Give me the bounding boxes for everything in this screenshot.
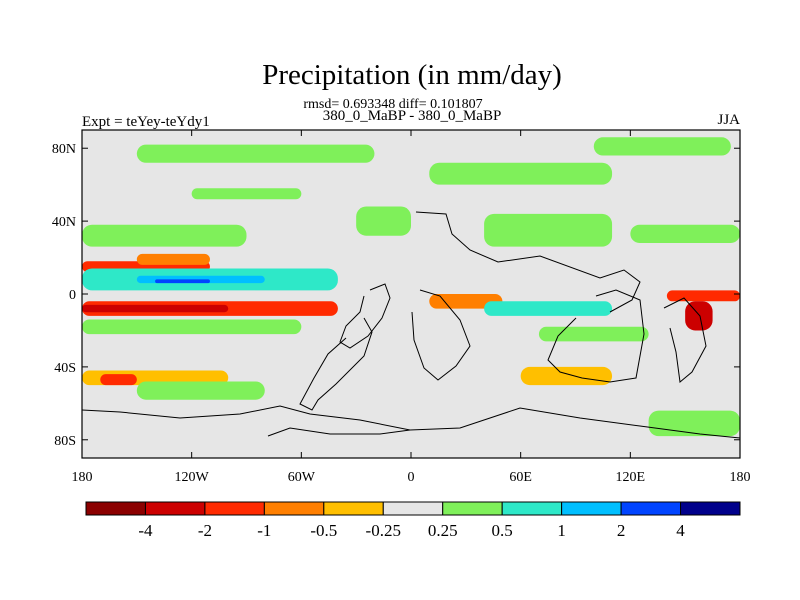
map-plot-area: 180 120W 60W 0 60E 120E 180 80N 40N 0 40S 80S — [52, 129, 751, 485]
region-green-north-band-4 — [191, 188, 302, 200]
region-green-west-pacific — [630, 224, 740, 243]
colorbar-swatch — [680, 501, 741, 516]
colorbar-label: 0.25 — [428, 521, 458, 540]
colorbar-label: -0.5 — [310, 521, 337, 540]
colorbar-label: -0.25 — [366, 521, 401, 540]
coastline-outline — [81, 211, 741, 439]
subtitle-center: 380_0_MaBP - 380_0_MaBP — [323, 108, 502, 124]
region-green-south-tropics — [82, 319, 302, 335]
colorbar-swatch — [382, 501, 444, 516]
y-tick-label: 80N — [52, 142, 76, 157]
colorbar-label: 2 — [617, 521, 626, 540]
colorbar-swatch — [144, 501, 206, 516]
region-green-southern-ocean — [136, 381, 265, 400]
region-green-asia — [484, 213, 613, 247]
region-red-west-pacific — [666, 290, 740, 302]
y-tick-label: 0 — [69, 288, 76, 303]
region-green-north-band-3 — [593, 137, 731, 156]
region-dark-red-east-pacific — [685, 301, 713, 331]
x-tick-label: 120W — [175, 470, 210, 485]
region-green-south-indian — [538, 326, 649, 342]
colorbar-swatch — [323, 501, 384, 516]
colorbar-swatch — [561, 501, 622, 516]
x-tick-label: 120E — [616, 470, 646, 485]
y-tick-label: 40S — [54, 361, 76, 376]
region-orange-southern-ocean — [520, 366, 613, 386]
colorbar-label: 4 — [676, 521, 685, 540]
x-tick-label: 60W — [288, 470, 316, 485]
colorbar-swatch — [442, 501, 503, 516]
region-green-north-band-1 — [136, 144, 375, 163]
region-green-antarctic-margin — [648, 410, 740, 437]
coastline-antarctica — [81, 405, 741, 439]
colorbar-label: -4 — [138, 521, 153, 540]
colorbar-label: -2 — [198, 521, 212, 540]
colorbar-swatch — [620, 501, 682, 516]
region-green-atlantic — [356, 206, 411, 236]
region-red-south-atlantic — [100, 374, 137, 386]
coastline-australia — [547, 289, 645, 383]
precipitation-regions — [82, 137, 740, 437]
colorbar-label: 1 — [557, 521, 566, 540]
coastline-pacific-islands — [663, 297, 707, 383]
colorbar: -4 -2 -1 -0.5 -0.25 0.25 0.5 1 2 4 — [85, 501, 741, 540]
x-tick-label: 180 — [730, 470, 751, 485]
subtitle-right: JJA — [717, 112, 740, 128]
region-cyan-indian-ocean — [484, 301, 613, 316]
x-tick-label: 180 — [72, 470, 93, 485]
region-green-north-pacific — [82, 224, 247, 247]
colorbar-swatch — [501, 501, 563, 516]
stats-line: rmsd= 0.693348 diff= 0.101807 — [303, 97, 482, 112]
coastline-north-america — [339, 283, 391, 349]
region-dark-red-south-tropics — [82, 304, 229, 313]
colorbar-swatch — [263, 501, 325, 516]
chart-title: Precipitation (in mm/day) — [262, 59, 562, 91]
subtitle-left: Expt = teYey-teYdy1 — [82, 114, 210, 130]
map-background — [82, 130, 740, 458]
region-dark-blue-itcz — [155, 279, 210, 284]
coastline-eurasia — [415, 211, 641, 313]
colorbar-label: -1 — [257, 521, 271, 540]
region-green-north-band-2 — [429, 162, 613, 185]
x-tick-label: 0 — [408, 470, 415, 485]
coastline-antarctica-inner — [267, 427, 411, 437]
region-orange-north-tropics — [136, 253, 210, 265]
coastline-africa — [411, 289, 471, 381]
colorbar-swatch — [204, 501, 265, 516]
coastline-south-america — [299, 317, 373, 411]
axis-ticks: 180 120W 60W 0 60E 120E 180 80N 40N 0 40S 80S — [52, 130, 751, 485]
colorbar-swatch — [85, 501, 146, 516]
y-tick-label: 40N — [52, 215, 76, 230]
colorbar-label: 0.5 — [492, 521, 513, 540]
x-tick-label: 60E — [509, 470, 532, 485]
y-tick-label: 80S — [54, 434, 76, 449]
